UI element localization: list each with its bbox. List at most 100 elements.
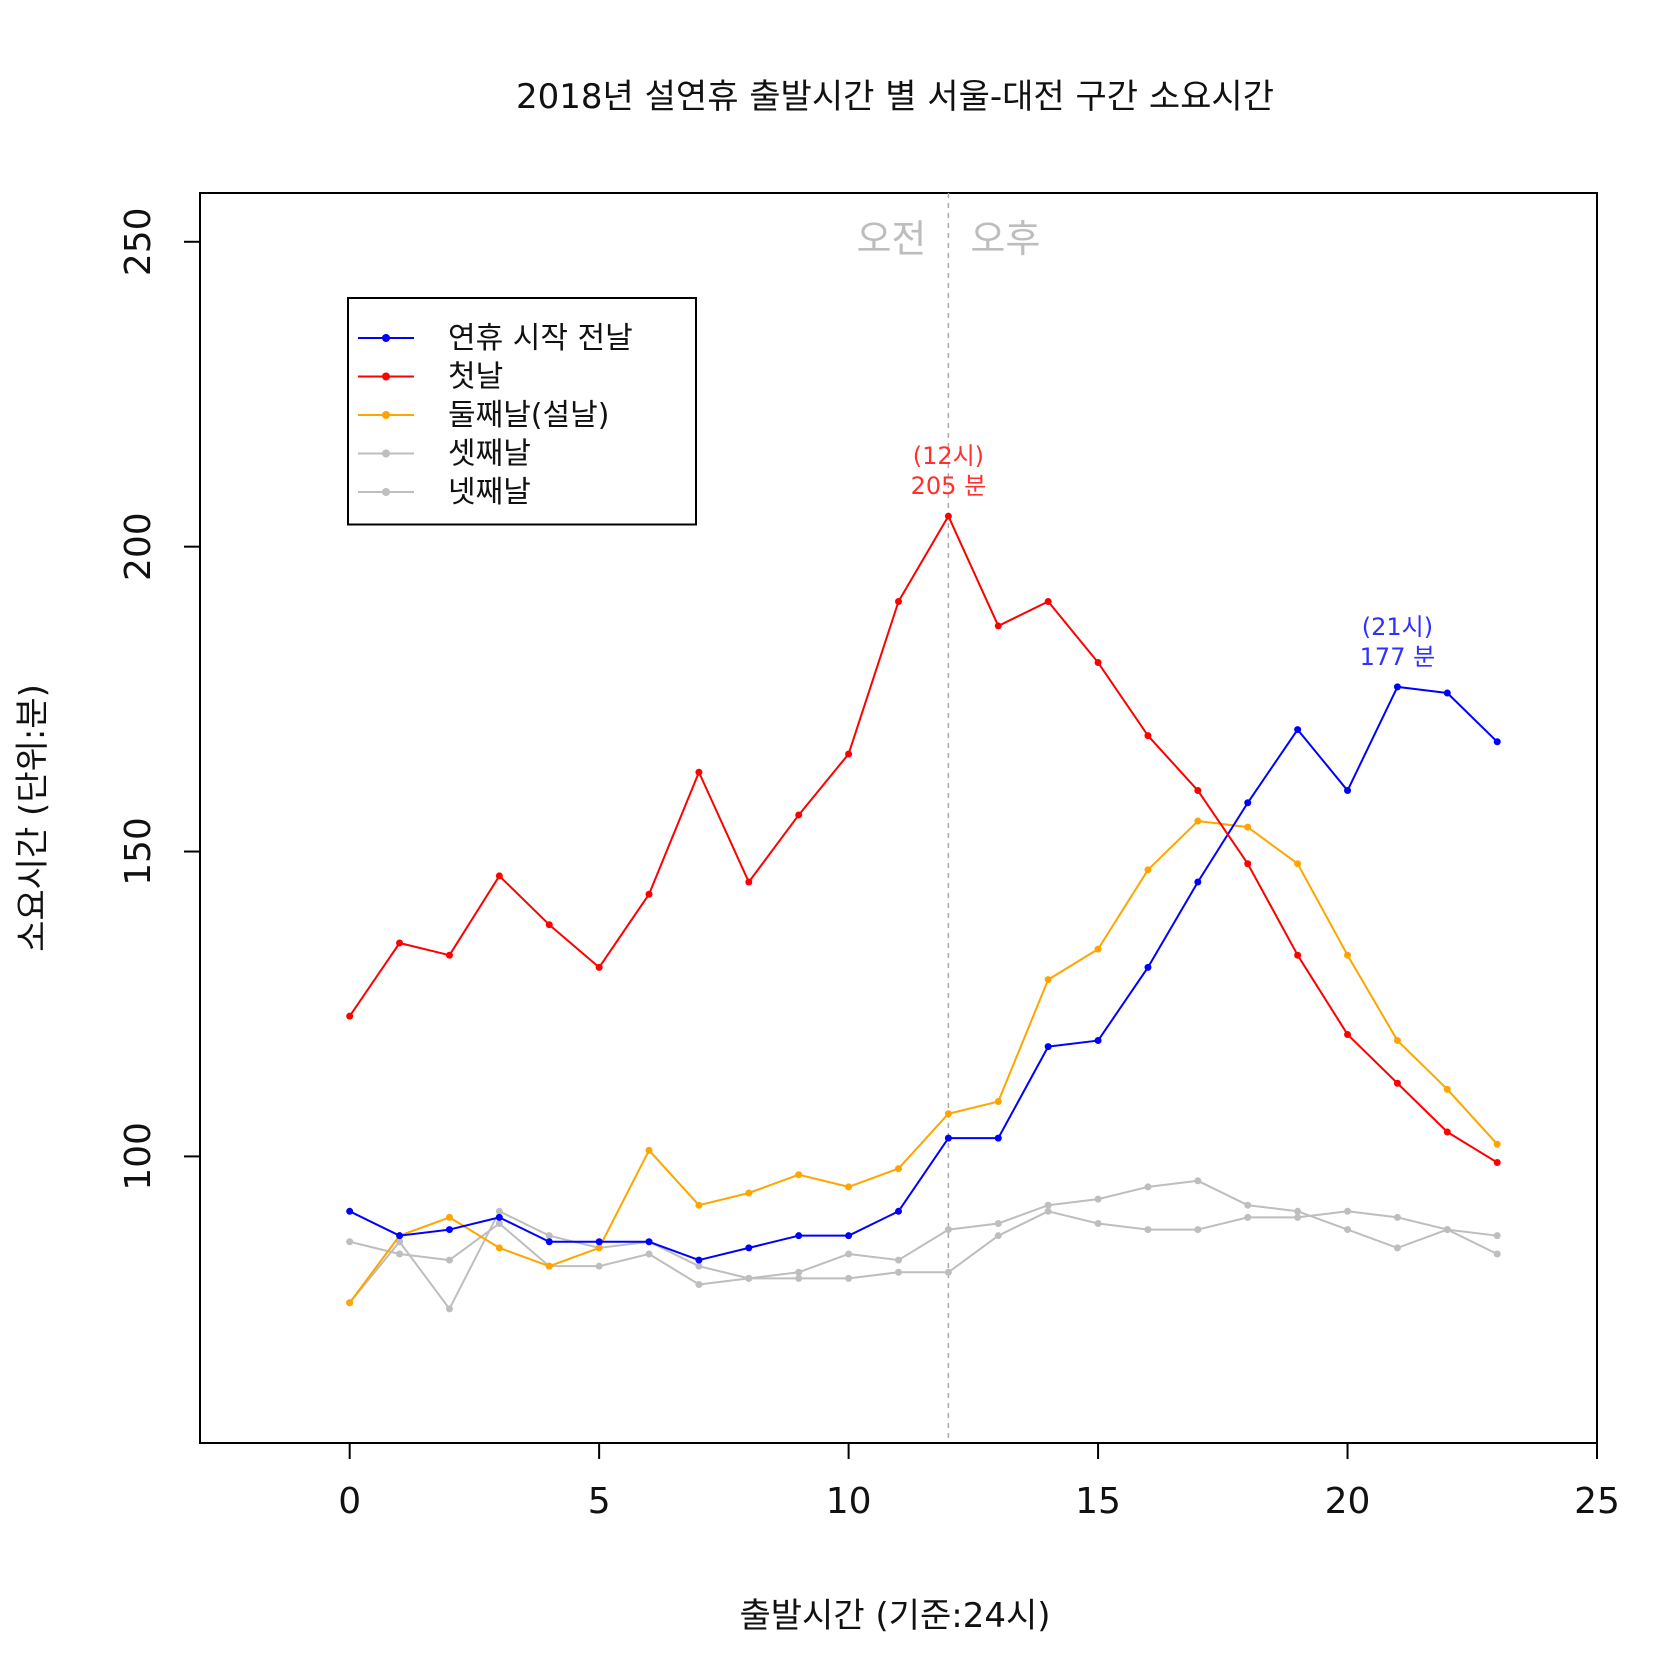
data-point [695, 1262, 703, 1270]
legend-label: 셋째날 [448, 437, 531, 472]
data-point [396, 1250, 404, 1258]
data-point [595, 963, 603, 971]
data-point [495, 872, 503, 880]
data-point [445, 1305, 453, 1313]
data-point [1094, 1037, 1102, 1045]
data-point [445, 951, 453, 959]
chart-title: 2018년 설연휴 출발시간 별 서울-대전 구간 소요시간 [516, 77, 1274, 117]
data-point [1294, 726, 1302, 734]
legend-label: 첫날 [448, 360, 503, 395]
data-point [745, 1274, 753, 1282]
x-tick-label: 20 [1325, 1481, 1371, 1522]
data-point [795, 1268, 803, 1276]
data-point [795, 1232, 803, 1240]
data-point [445, 1256, 453, 1264]
y-tick-label: 100 [118, 1122, 159, 1191]
data-point [1094, 659, 1102, 667]
data-point [1044, 976, 1052, 984]
data-point [545, 1262, 553, 1270]
series-4 [346, 1207, 1501, 1288]
series-line [348, 515, 1498, 1164]
data-point [895, 1268, 902, 1276]
series-0 [346, 683, 1501, 1264]
y-axis-label: 소요시간 (단위:분) [13, 684, 53, 952]
data-point [745, 1189, 753, 1197]
data-point [1244, 860, 1252, 868]
data-point [895, 598, 902, 606]
x-tick-label: 5 [588, 1481, 611, 1522]
data-point [845, 750, 853, 758]
data-point [994, 622, 1002, 630]
data-point [695, 1256, 703, 1264]
data-point [1244, 799, 1252, 807]
legend-box [347, 297, 697, 526]
data-point [1344, 1030, 1352, 1038]
data-point [1144, 1183, 1152, 1191]
x-tick-label: 10 [826, 1481, 872, 1522]
data-point [695, 768, 703, 776]
data-point [545, 1238, 553, 1246]
data-point [994, 1098, 1002, 1106]
data-point [645, 1238, 653, 1246]
data-point [944, 512, 952, 520]
y-tick-label: 250 [118, 207, 159, 276]
data-point [495, 1207, 503, 1215]
data-point [1493, 1232, 1501, 1240]
data-point [1244, 1201, 1252, 1209]
data-point [445, 1213, 453, 1221]
data-point [445, 1226, 453, 1234]
series-group [346, 512, 1501, 1313]
x-tick-label: 15 [1075, 1481, 1121, 1522]
data-point [845, 1232, 853, 1240]
x-tick-label: 25 [1574, 1481, 1620, 1522]
legend-item: 첫날 [358, 360, 503, 395]
legend-label: 둘째날(설날) [448, 398, 609, 433]
data-point [396, 939, 404, 947]
data-point [745, 1244, 753, 1252]
data-point [1443, 689, 1451, 697]
data-point [595, 1244, 603, 1252]
data-point [1244, 1213, 1252, 1221]
data-point [595, 1238, 603, 1246]
data-point [1393, 1244, 1401, 1252]
data-point [1194, 1226, 1202, 1234]
legend-item: 넷째날 [358, 475, 531, 510]
data-point [645, 890, 653, 898]
data-point [1144, 963, 1152, 971]
legend-swatch-point [382, 372, 390, 381]
data-point [1294, 951, 1302, 959]
data-point [1294, 1213, 1302, 1221]
data-point [346, 1238, 354, 1246]
data-point [545, 1232, 553, 1240]
data-point [1144, 866, 1152, 874]
data-point [994, 1134, 1002, 1142]
data-point [495, 1219, 503, 1227]
series-line [348, 820, 1498, 1304]
data-point [1094, 1219, 1102, 1227]
y-axis: 100 150 200 250 [118, 207, 201, 1191]
data-point [895, 1207, 902, 1215]
data-point [1493, 738, 1501, 746]
legend-swatch-point [382, 334, 390, 342]
data-point [1044, 1201, 1052, 1209]
pm-label: 오후 [970, 217, 1040, 261]
data-point [1443, 1128, 1451, 1136]
data-point [795, 1171, 803, 1179]
data-point [396, 1232, 404, 1240]
annotation-value: 177 분 [1360, 643, 1436, 671]
data-point [346, 1207, 354, 1215]
data-point [895, 1165, 902, 1173]
x-tick-label: 0 [338, 1481, 361, 1522]
data-point [645, 1250, 653, 1258]
series-line [348, 1179, 1498, 1310]
data-point [1194, 878, 1202, 886]
data-point [695, 1280, 703, 1288]
data-point [1493, 1250, 1501, 1258]
legend-item: 연휴 시작 전날 [358, 321, 633, 356]
data-point [845, 1183, 853, 1191]
data-point [795, 811, 803, 819]
data-point [495, 1244, 503, 1252]
x-axis-label: 출발시간 (기준:24시) [739, 1596, 1050, 1636]
legend-label: 넷째날 [448, 475, 531, 510]
legend-swatch-point [382, 411, 390, 419]
